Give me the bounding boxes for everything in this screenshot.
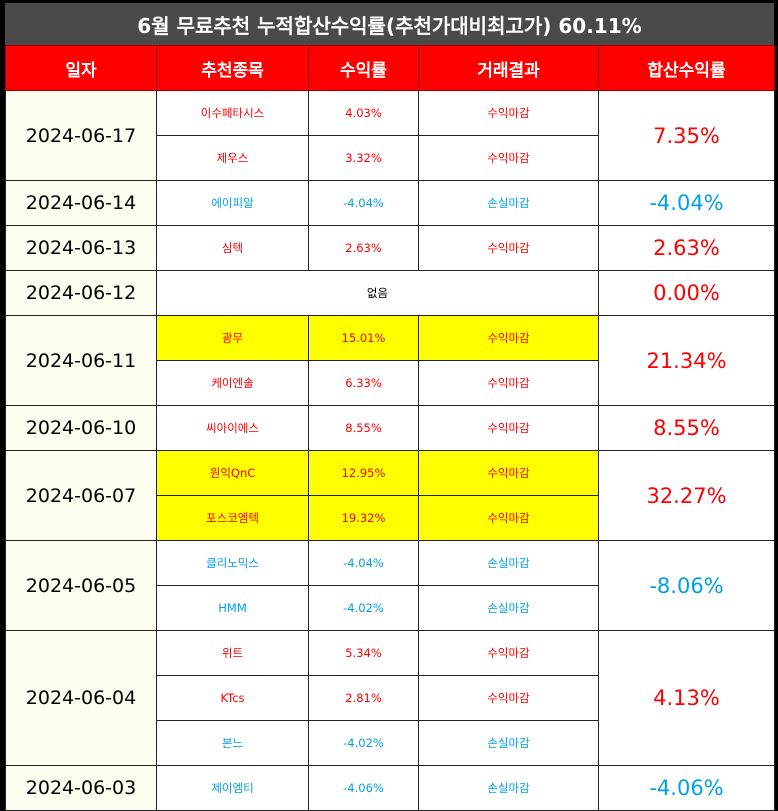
total-return-cell: 8.55% — [598, 405, 775, 451]
table-row: 2024-06-12 없음 0.00% — [5, 270, 775, 316]
total-return-cell: -8.06% — [598, 540, 775, 631]
stock-name-cell: KTcs — [156, 675, 309, 721]
stock-name-cell: 제우스 — [156, 135, 309, 181]
table-row: 2024-06-04 위트 5.34% 수익마감 4.13% — [5, 630, 775, 766]
return-cell: 12.95% — [308, 450, 419, 496]
total-return-cell: 0.00% — [598, 270, 775, 316]
date-cell: 2024-06-13 — [5, 225, 157, 271]
total-return-cell: -4.06% — [598, 765, 775, 811]
table-row: 케이엔솔 6.33% 수익마감 — [6, 360, 775, 406]
stock-name-cell: 이수페타시스 — [156, 90, 309, 136]
result-cell: 손실마감 — [418, 720, 599, 766]
result-cell: 수익마감 — [418, 135, 599, 181]
stock-name-cell: 케이엔솔 — [156, 360, 309, 406]
table-row: 포스코엠텍 19.32% 수익마감 — [6, 495, 775, 541]
header-result: 거래결과 — [418, 45, 599, 91]
date-cell: 2024-06-12 — [5, 270, 157, 316]
return-cell: -4.02% — [308, 720, 419, 766]
return-cell: 6.33% — [308, 360, 419, 406]
table-row: 2024-06-13 심텍 2.63% 수익마감 2.63% — [5, 225, 775, 271]
return-cell: 3.32% — [308, 135, 419, 181]
result-cell: 수익마감 — [418, 225, 599, 271]
table-row: 제우스 3.32% 수익마감 — [6, 135, 775, 181]
table-row: 본느 -4.02% 손실마감 — [6, 720, 775, 766]
table-row: 2024-06-05 클리노믹스 -4.04% 손실마감 -8.06% — [5, 540, 775, 631]
result-cell: 수익마감 — [418, 495, 599, 541]
result-cell: 손실마감 — [418, 180, 599, 226]
table-row: 2024-06-03 제이엠티 -4.06% 손실마감 -4.06% — [5, 765, 775, 811]
stock-name-cell: 제이엠티 — [156, 765, 309, 811]
return-cell: -4.04% — [308, 540, 419, 586]
result-cell: 손실마감 — [418, 585, 599, 631]
stock-name-cell: 에이피알 — [156, 180, 309, 226]
return-cell: 2.63% — [308, 225, 419, 271]
date-cell: 2024-06-04 — [5, 630, 157, 766]
result-cell: 수익마감 — [418, 405, 599, 451]
header-row: 일자 추천종목 수익률 거래결과 합산수익률 — [5, 45, 775, 91]
date-cell: 2024-06-17 — [5, 90, 157, 181]
result-cell: 수익마감 — [418, 450, 599, 496]
header-return: 수익률 — [308, 45, 419, 91]
total-return-cell: 2.63% — [598, 225, 775, 271]
return-cell: 8.55% — [308, 405, 419, 451]
result-cell: 수익마감 — [418, 675, 599, 721]
returns-table: 일자 추천종목 수익률 거래결과 합산수익률 2024-06-17 이수페타시스 4… — [5, 45, 775, 811]
stock-name-cell: HMM — [156, 585, 309, 631]
date-cell: 2024-06-07 — [5, 450, 157, 541]
total-return-cell: 4.13% — [598, 630, 775, 766]
result-cell: 손실마감 — [418, 765, 599, 811]
return-cell: 4.03% — [308, 90, 419, 136]
header-stock: 추천종목 — [156, 45, 309, 91]
return-cell: -4.02% — [308, 585, 419, 631]
stock-name-cell: 원익QnC — [156, 450, 309, 496]
result-cell: 손실마감 — [418, 540, 599, 586]
date-cell: 2024-06-10 — [5, 405, 157, 451]
return-cell: -4.04% — [308, 180, 419, 226]
return-cell: 19.32% — [308, 495, 419, 541]
header-date: 일자 — [5, 45, 157, 91]
result-cell: 수익마감 — [418, 90, 599, 136]
result-cell: 수익마감 — [418, 360, 599, 406]
no-recommendation-cell: 없음 — [156, 270, 599, 316]
return-cell: 5.34% — [308, 630, 419, 676]
stock-name-cell: 씨아이에스 — [156, 405, 309, 451]
table-row: 2024-06-07 원익QnC 12.95% 수익마감 32.27% — [5, 450, 775, 541]
total-return-cell: 7.35% — [598, 90, 775, 181]
total-return-cell: 32.27% — [598, 450, 775, 541]
table-row: 2024-06-10 씨아이에스 8.55% 수익마감 8.55% — [5, 405, 775, 451]
return-cell: -4.06% — [308, 765, 419, 811]
result-cell: 수익마감 — [418, 315, 599, 361]
stock-name-cell: 광무 — [156, 315, 309, 361]
table-row: 2024-06-14 에이피알 -4.04% 손실마감 -4.04% — [5, 180, 775, 226]
page-title: 6월 무료추천 누적합산수익률(추천가대비최고가) 60.11% — [5, 3, 774, 45]
table-row: 2024-06-11 광무 15.01% 수익마감 21.34% — [5, 315, 775, 406]
table-row: KTcs 2.81% 수익마감 — [6, 675, 775, 721]
stock-name-cell: 포스코엠텍 — [156, 495, 309, 541]
stock-name-cell: 본느 — [156, 720, 309, 766]
stock-name-cell: 심텍 — [156, 225, 309, 271]
stock-name-cell: 클리노믹스 — [156, 540, 309, 586]
result-cell: 수익마감 — [418, 630, 599, 676]
date-cell: 2024-06-14 — [5, 180, 157, 226]
stock-name-cell: 위트 — [156, 630, 309, 676]
total-return-cell: -4.04% — [598, 180, 775, 226]
return-cell: 15.01% — [308, 315, 419, 361]
date-cell: 2024-06-05 — [5, 540, 157, 631]
return-cell: 2.81% — [308, 675, 419, 721]
date-cell: 2024-06-03 — [5, 765, 157, 811]
total-return-cell: 21.34% — [598, 315, 775, 406]
table-row: HMM -4.02% 손실마감 — [6, 585, 775, 631]
header-total: 합산수익률 — [598, 45, 775, 91]
table-row: 2024-06-17 이수페타시스 4.03% 수익마감 7.35% — [5, 90, 775, 181]
date-cell: 2024-06-11 — [5, 315, 157, 406]
